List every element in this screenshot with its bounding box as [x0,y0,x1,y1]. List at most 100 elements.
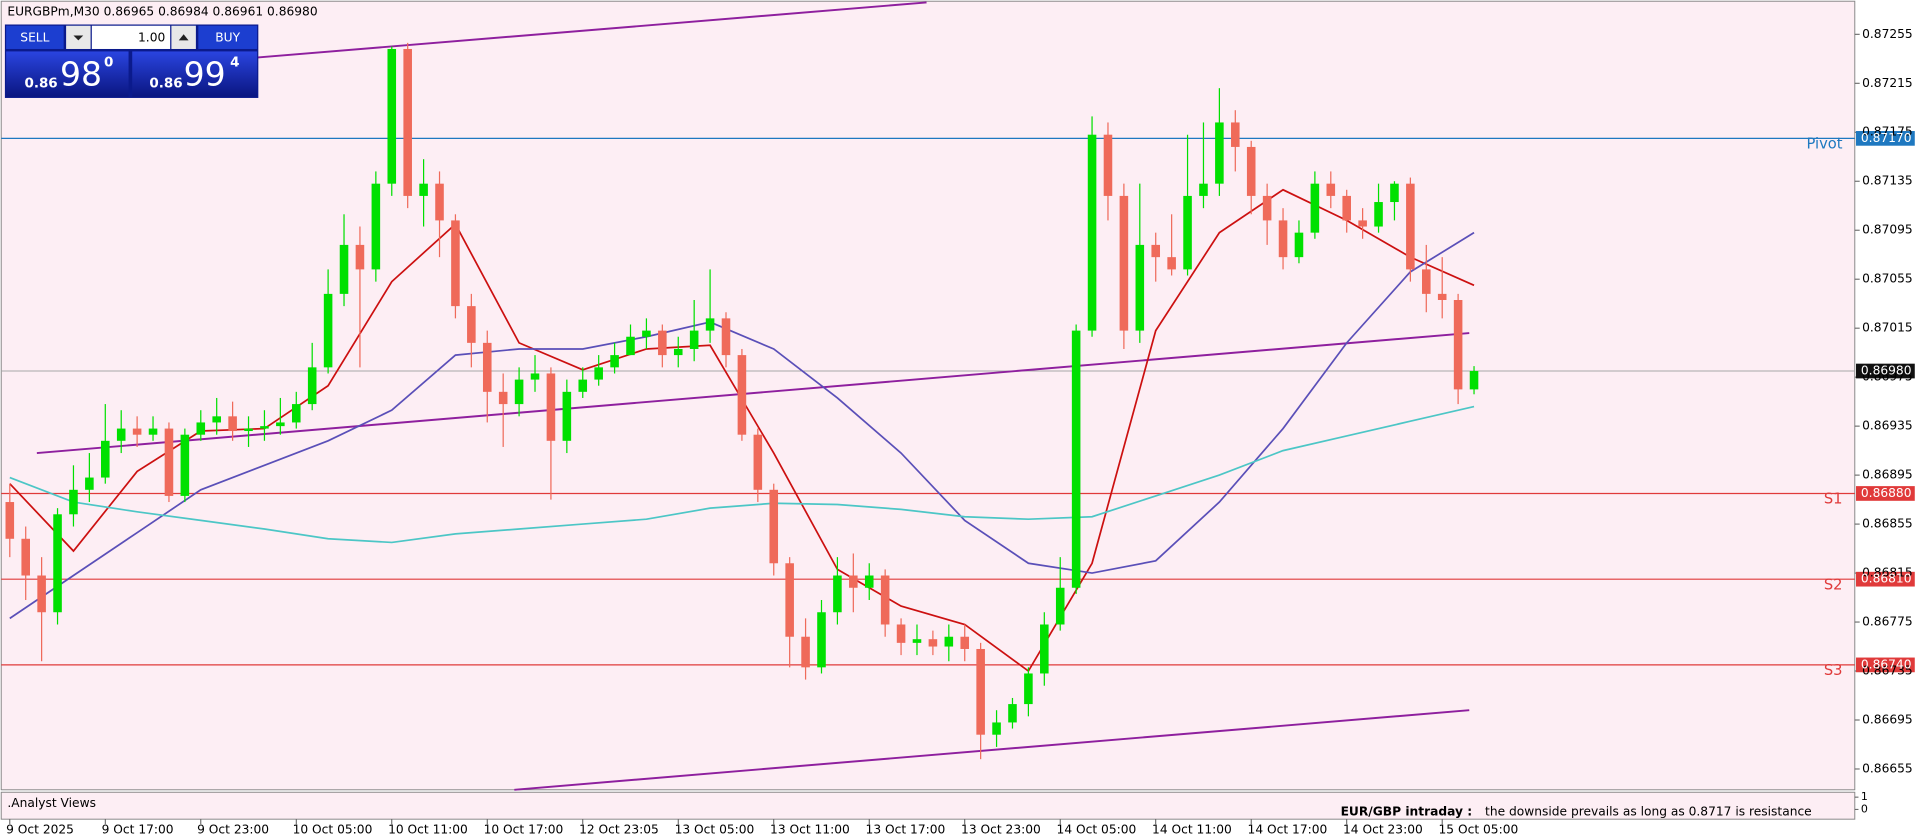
level-label: 0.86880 [1861,486,1912,500]
candle-body [562,391,572,441]
y-tick-label: 0.86775 [1862,615,1913,629]
x-tick-label: 9 Oct 2025 [6,823,74,837]
candle-body [1358,220,1367,227]
candle-body [228,416,237,432]
candle-body [1310,183,1320,233]
candle-body [164,428,174,496]
y-tick-label: 0.87215 [1862,76,1913,90]
bid-box[interactable] [6,51,129,97]
candle-body [833,575,842,613]
candle-body [1183,195,1192,270]
ask-box[interactable] [132,51,258,97]
candle-body [419,183,428,196]
candle-body [1278,220,1288,258]
chart-title: EURGBPm,M30 0.86965 0.86984 0.86961 0.86… [7,5,317,19]
candle-body [498,391,508,405]
candle-body [403,48,412,196]
buy-label[interactable]: BUY [215,30,240,44]
sell-label[interactable]: SELL [20,30,49,44]
indicator-panel [0,791,1856,820]
lot-value[interactable]: 1.00 [138,30,165,44]
x-tick-label: 9 Oct 17:00 [102,823,174,837]
level-name: S2 [1824,576,1843,593]
candle-body [180,434,190,496]
x-tick-label: 9 Oct 23:00 [197,823,269,837]
level-label: 0.86740 [1861,657,1912,671]
candle-body [658,330,667,356]
sell-button[interactable] [6,25,64,49]
candle-body [753,434,763,490]
candle-body [1406,183,1415,270]
y-tick-label: 0.87175 [1862,125,1913,139]
indicator-title: .Analyst Views [7,796,96,810]
candle-body [721,318,731,356]
y-tick-label: 0.86655 [1862,761,1913,775]
y-tick-label: 0.87255 [1862,27,1913,41]
candle-body [1342,195,1351,221]
candle-body [244,428,253,432]
candle-body [928,639,938,647]
candle-body [21,538,30,576]
candle-body [1071,330,1081,588]
moving-average [9,405,1475,544]
candle-body [546,373,556,441]
indicator-tick-label: 1 [1861,790,1868,803]
x-tick-label: 14 Oct 05:00 [1057,823,1137,837]
candle-body [69,489,78,515]
y-tick-label: 0.87135 [1862,174,1913,188]
note-heading: EUR/GBP intraday : [1341,804,1473,818]
candle-body [1422,269,1431,294]
arrow-up [178,34,189,41]
level-label: 0.86810 [1861,572,1912,586]
candle-body [1469,371,1479,390]
y-tick-label: 0.86695 [1862,712,1913,726]
candle-body [960,636,970,649]
y-tick-label: 0.87055 [1862,272,1913,286]
indicator-tick-label: 0 [1861,802,1868,815]
price-label: 0.86980 [1861,364,1912,378]
candle-body [785,563,794,637]
y-tick-label: 0.86935 [1862,419,1913,433]
candle-body [705,318,715,331]
candle-body [1087,134,1097,331]
y-tick-label: 0.87095 [1862,223,1913,237]
x-tick-label: 12 Oct 23:05 [579,823,659,837]
candle-body [1135,244,1145,331]
candle-body [817,612,826,668]
x-tick-label: 13 Oct 17:00 [866,823,946,837]
trendline [256,1,927,59]
candle-body [626,336,635,356]
candle-body [1024,673,1033,705]
candle-body [992,722,1001,735]
note-text: the downside prevails as long as 0.8717 … [1485,804,1812,818]
trade-panel: SELL 1.00 BUY 0.86 98 0 0.86 99 4 [4,24,259,98]
level-label: 0.87170 [1861,131,1912,145]
candle-body [1167,257,1176,270]
candle-body [1151,244,1161,258]
lot-input[interactable] [91,25,171,49]
level-name: S1 [1824,491,1843,508]
candle-body [5,502,15,539]
candle-body [1294,232,1304,258]
candle-body [196,422,206,435]
candle-body [323,293,333,368]
plot-area [0,0,1856,791]
candle-body [1103,134,1113,196]
candle-body [1390,183,1399,203]
x-tick-label: 10 Oct 05:00 [293,823,373,837]
ask-sup: 4 [230,55,239,70]
candle-body [642,330,651,337]
y-tick-label: 0.86855 [1862,517,1913,531]
candle-body [307,367,317,405]
x-tick-label: 13 Oct 05:00 [675,823,755,837]
candle-body [339,244,349,294]
y-tick-label: 0.86975 [1862,370,1913,384]
buy-button[interactable] [198,25,258,49]
candle-body [1119,195,1129,331]
y-tick-label: 0.86735 [1862,664,1913,678]
candle-body [689,330,699,349]
ask-main: 99 [184,54,226,93]
y-tick-label: 0.86895 [1862,468,1913,482]
candle-body [101,440,110,478]
candle-body [849,575,858,588]
